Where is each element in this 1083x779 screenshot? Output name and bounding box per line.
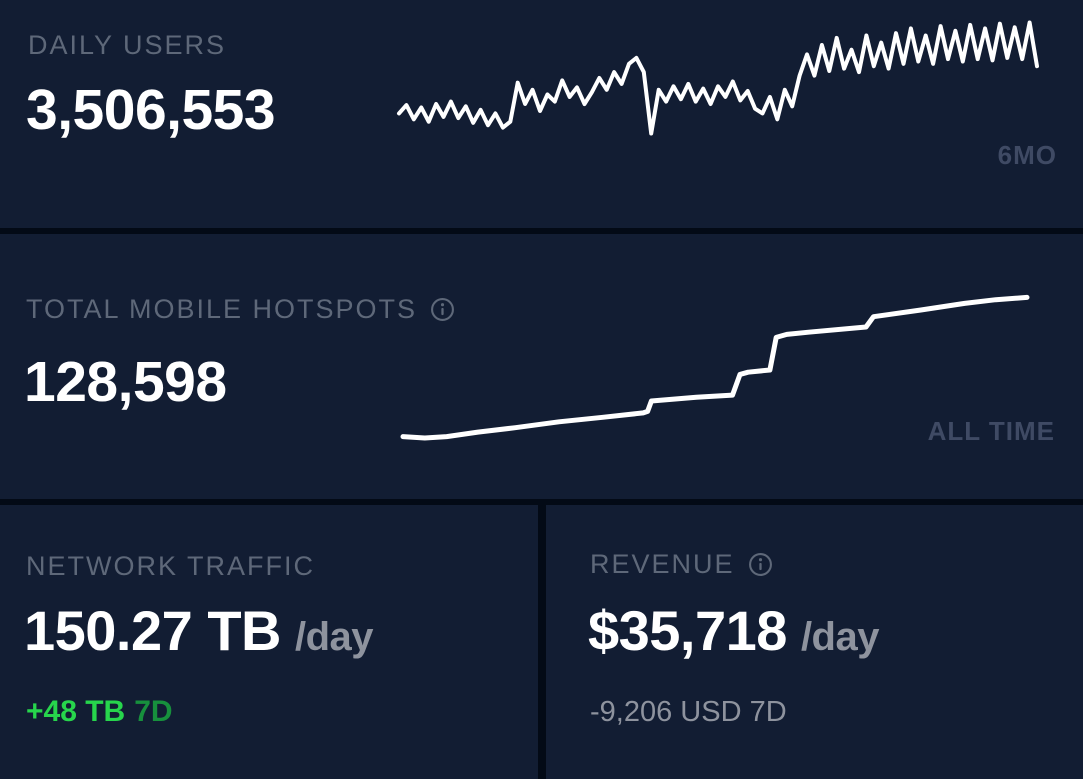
mobile-hotspots-value: 128,598: [24, 350, 227, 414]
network-traffic-unit: /day: [295, 615, 374, 659]
network-traffic-label: NETWORK TRAFFIC: [26, 551, 315, 581]
revenue-label: REVENUE: [590, 549, 735, 579]
mobile-hotspots-chart: [400, 294, 1030, 441]
mobile-hotspots-period-label: ALL TIME: [927, 416, 1055, 446]
network-traffic-delta-value: +48 TB: [26, 695, 126, 728]
info-icon[interactable]: [748, 552, 773, 577]
daily-users-label: DAILY USERS: [28, 30, 227, 60]
network-traffic-value: 150.27 TB: [24, 599, 282, 662]
mobile-hotspots-label: TOTAL MOBILE HOTSPOTS: [26, 294, 418, 324]
info-icon[interactable]: [430, 297, 455, 322]
revenue-value: $35,718: [588, 599, 787, 662]
network-traffic-delta: +48 TB 7D: [26, 697, 173, 727]
daily-users-value: 3,506,553: [26, 78, 276, 142]
revenue-unit: /day: [800, 615, 880, 659]
network-traffic-card: NETWORK TRAFFIC 150.27 TB /day +48 TB 7D: [0, 505, 538, 779]
daily-users-card: DAILY USERS 3,506,553 6MO: [0, 0, 1083, 228]
mobile-hotspots-card: TOTAL MOBILE HOTSPOTS 128,598 ALL TIME: [0, 234, 1083, 499]
network-traffic-delta-window: 7D: [134, 695, 173, 728]
revenue-card: REVENUE $35,718 /day -9,206 USD 7D: [546, 505, 1083, 779]
revenue-delta: -9,206 USD 7D: [590, 696, 787, 728]
daily-users-period-label: 6MO: [997, 140, 1057, 170]
daily-users-sparkline: [397, 20, 1039, 136]
